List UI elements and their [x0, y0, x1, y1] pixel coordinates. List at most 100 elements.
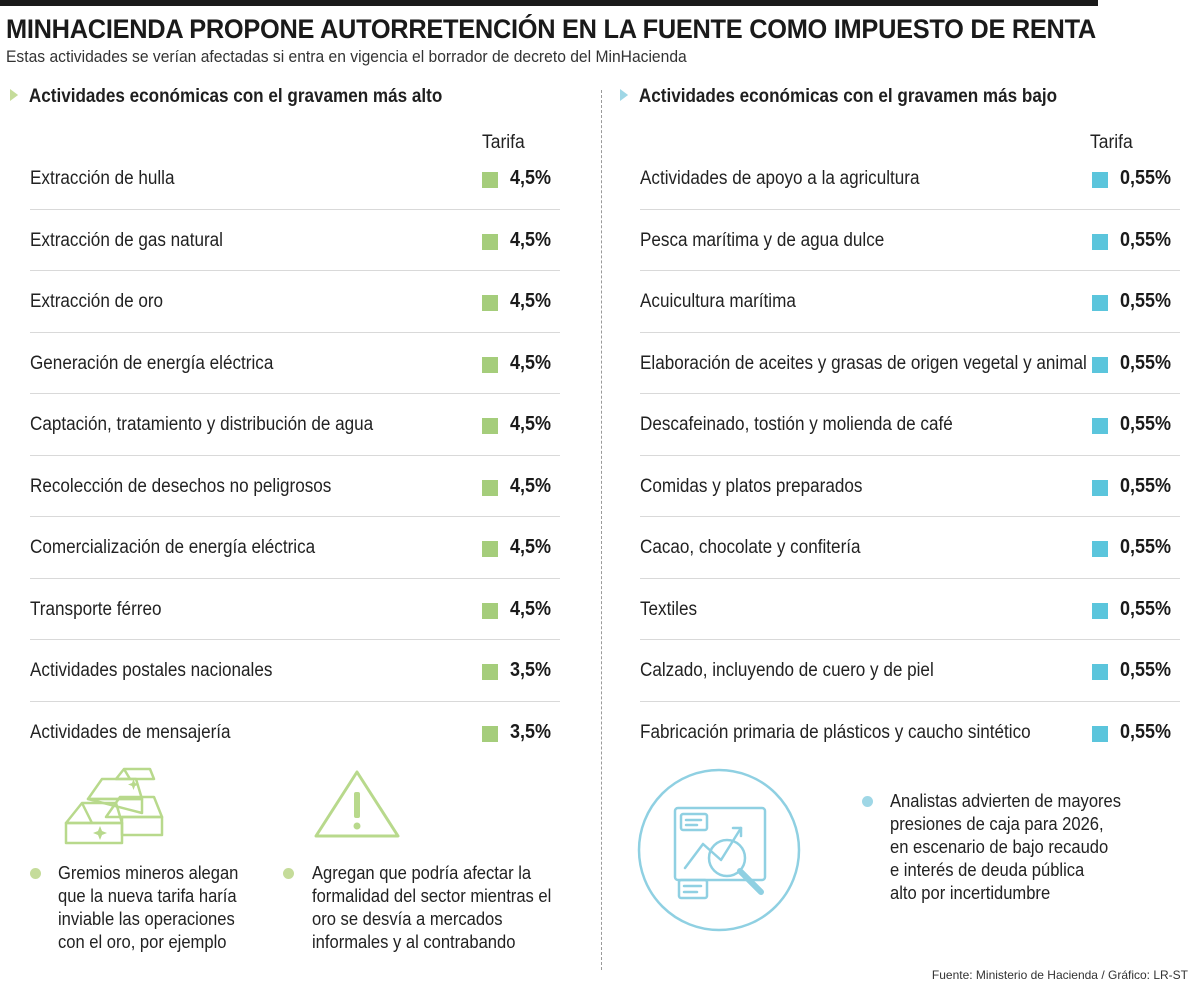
activity-label: Recolección de desechos no peligrosos	[30, 475, 332, 497]
rate-marker-icon	[482, 541, 498, 557]
triangle-marker-icon	[620, 88, 629, 101]
rate-value: 0,55%	[1120, 720, 1172, 743]
rate-marker-icon	[1092, 664, 1108, 680]
note-miners: Gremios mineros alegan que la nueva tari…	[58, 863, 239, 952]
warning-triangle-icon	[314, 770, 400, 838]
rate-value: 4,5%	[510, 413, 552, 435]
column-divider	[601, 90, 602, 970]
note-bullet-icon	[862, 796, 873, 807]
table-row: Cacao, chocolate y confitería 0,55%	[640, 517, 1180, 579]
note-formality: Agregan que podría afectar la formalidad…	[312, 863, 552, 952]
activity-label: Captación, tratamiento y distribución de…	[30, 414, 374, 435]
activity-label: Extracción de oro	[30, 291, 164, 312]
table-row: Comercialización de energía eléctrica 4,5…	[30, 517, 560, 579]
table-row: Generación de energía eléctrica 4,5%	[30, 333, 560, 394]
activity-label: Generación de energía eléctrica	[30, 352, 274, 374]
rate-value: 4,5%	[510, 290, 552, 312]
rate-marker-icon	[482, 233, 498, 250]
rate-value: 4,5%	[510, 167, 552, 189]
table-row: Extracción de hulla 4,5%	[30, 148, 560, 210]
activity-label: Actividades de apoyo a la agricultura	[640, 168, 920, 189]
rate-value: 4,5%	[510, 474, 552, 497]
table-row: Actividades de mensajería 3,5%	[30, 702, 560, 763]
activity-label: Descafeinado, tostión y molienda de café	[640, 414, 953, 435]
right-section-heading: Actividades económicas con el gravamen m…	[620, 86, 1057, 108]
page-subtitle: Estas actividades se verían afectadas si…	[6, 47, 687, 66]
rate-value: 3,5%	[510, 659, 552, 681]
rate-value: 0,55%	[1120, 659, 1172, 681]
note-bullet-icon	[30, 868, 41, 879]
activity-label: Extracción de gas natural	[30, 229, 223, 251]
rate-marker-icon	[482, 602, 498, 619]
rate-marker-icon	[1092, 172, 1108, 188]
rate-value: 0,55%	[1120, 597, 1172, 620]
table-row: Elaboración de aceites y grasas de orige…	[640, 333, 1180, 394]
table-row: Acuicultura marítima 0,55%	[640, 271, 1180, 333]
gold-bars-icon	[64, 767, 164, 845]
rate-value: 4,5%	[510, 351, 552, 374]
rate-marker-icon	[1092, 233, 1108, 250]
rate-value: 4,5%	[510, 536, 552, 558]
activity-label: Extracción de hulla	[30, 168, 175, 189]
rate-marker-icon	[1092, 356, 1108, 373]
rate-marker-icon	[482, 664, 498, 680]
table-row: Calzado, incluyendo de cuero y de piel 0,…	[640, 640, 1180, 702]
activity-label: Calzado, incluyendo de cuero y de piel	[640, 660, 934, 681]
right-tarifa-label: Tarifa	[1090, 132, 1133, 153]
page-title: MINHACIENDA PROPONE AUTORRETENCIÓN EN LA…	[6, 14, 1096, 44]
table-row: Captación, tratamiento y distribución de…	[30, 394, 560, 456]
note-analysts: Analistas advierten de mayores presiones…	[890, 791, 1122, 903]
source-credit: Fuente: Ministerio de Hacienda / Gráfico…	[931, 968, 1188, 982]
rate-marker-icon	[1092, 479, 1108, 496]
rate-marker-icon	[1092, 541, 1108, 557]
rate-value: 0,55%	[1120, 167, 1172, 189]
table-row: Textiles 0,55%	[640, 579, 1180, 640]
low-rate-table: Actividades de apoyo a la agricultura 0,5…	[640, 148, 1180, 762]
rate-marker-icon	[482, 295, 498, 311]
rate-marker-icon	[1092, 418, 1108, 434]
rate-marker-icon	[482, 418, 498, 434]
table-row: Extracción de oro 4,5%	[30, 271, 560, 333]
left-section-heading: Actividades económicas con el gravamen m…	[10, 86, 442, 108]
table-row: Transporte férreo 4,5%	[30, 579, 560, 640]
rate-value: 0,55%	[1120, 474, 1172, 497]
rate-value: 0,55%	[1120, 228, 1172, 251]
table-row: Pesca marítima y de agua dulce 0,55%	[640, 210, 1180, 271]
left-tarifa-label: Tarifa	[482, 132, 525, 153]
rate-marker-icon	[482, 172, 498, 188]
activity-label: Transporte férreo	[30, 598, 162, 620]
rate-marker-icon	[482, 725, 498, 742]
activity-label: Elaboración de aceites y grasas de orige…	[640, 352, 1087, 374]
chart-magnifier-icon	[637, 768, 801, 932]
table-row: Actividades postales nacionales 3,5%	[30, 640, 560, 702]
table-row: Actividades de apoyo a la agricultura 0,5…	[640, 148, 1180, 210]
rate-value: 0,55%	[1120, 351, 1172, 374]
activity-label: Acuicultura marítima	[640, 291, 796, 312]
note-bullet-icon	[283, 868, 294, 879]
table-row: Fabricación primaria de plásticos y cauc…	[640, 702, 1180, 763]
activity-label: Actividades postales nacionales	[30, 660, 273, 681]
activity-label: Fabricación primaria de plásticos y cauc…	[640, 721, 1031, 743]
rate-value: 4,5%	[510, 597, 552, 620]
table-row: Recolección de desechos no peligrosos 4,5…	[30, 456, 560, 517]
activity-label: Pesca marítima y de agua dulce	[640, 229, 885, 251]
rate-value: 0,55%	[1120, 290, 1172, 312]
table-row: Descafeinado, tostión y molienda de café…	[640, 394, 1180, 456]
triangle-marker-icon	[10, 88, 19, 101]
high-rate-table: Extracción de hulla 4,5% Extracción de gas…	[30, 148, 560, 762]
rate-value: 0,55%	[1120, 536, 1172, 558]
rate-marker-icon	[1092, 295, 1108, 311]
table-row: Comidas y platos preparados 0,55%	[640, 456, 1180, 517]
table-row: Extracción de gas natural 4,5%	[30, 210, 560, 271]
rate-value: 3,5%	[510, 720, 552, 743]
rate-value: 0,55%	[1120, 413, 1172, 435]
activity-label: Comidas y platos preparados	[640, 475, 863, 497]
rate-value: 4,5%	[510, 228, 552, 251]
activity-label: Textiles	[640, 598, 698, 620]
top-rule	[0, 0, 1098, 6]
activity-label: Comercialización de energía eléctrica	[30, 537, 316, 558]
activity-label: Actividades de mensajería	[30, 721, 231, 743]
activity-label: Cacao, chocolate y confitería	[640, 537, 861, 558]
rate-marker-icon	[482, 479, 498, 496]
rate-marker-icon	[482, 356, 498, 373]
